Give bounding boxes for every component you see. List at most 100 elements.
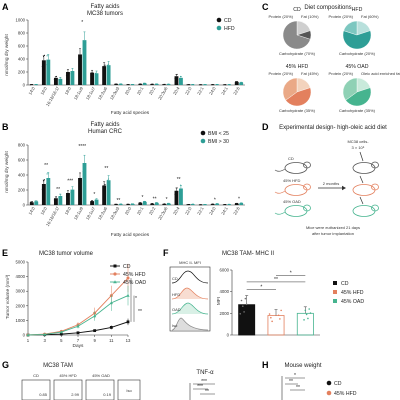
data-point [66, 74, 68, 76]
data-point [55, 196, 58, 198]
data-point [201, 204, 203, 206]
x-tick-label-20-1: 20:1 [136, 205, 145, 215]
data-point [189, 204, 191, 206]
data-point [202, 204, 205, 206]
pie-label-protein: Protein (20%) [329, 14, 354, 19]
data-point [202, 84, 205, 86]
bar-bmi-25-18-1-9 [78, 178, 82, 205]
data-point [90, 200, 92, 202]
x-tick-label-20-3-6: 20:3ω6 [157, 85, 169, 100]
data-point [176, 187, 178, 189]
data-point [78, 60, 80, 62]
data-point [42, 187, 44, 189]
data-point [228, 203, 231, 206]
data-point [138, 83, 140, 85]
mouse-hfd-left [274, 183, 311, 196]
data-point [46, 182, 48, 184]
data-point [108, 63, 110, 65]
data-point [239, 312, 242, 315]
time-arrow-head [342, 185, 346, 191]
data-point [224, 204, 226, 206]
point-45-oad [43, 332, 47, 336]
data-point [114, 203, 116, 205]
data-point [35, 200, 37, 202]
y-tick-label: 400 [18, 57, 26, 62]
y-tick-label: 6000 [219, 268, 229, 273]
bar-bmi-25-20-4 [174, 190, 179, 205]
bar-bmi-25-14-0 [29, 202, 34, 205]
data-point [80, 56, 82, 59]
panel-b-title-line1: Fatty acids [90, 122, 119, 128]
data-point [240, 202, 242, 204]
data-point [83, 46, 85, 48]
data-point [235, 203, 237, 205]
data-point [212, 84, 214, 86]
data-point [211, 203, 213, 205]
legend-label-oad: 45% OAD [123, 280, 146, 286]
pie-slice-45-hfd-1 [285, 87, 312, 107]
flow-label-cd: CD [33, 373, 39, 378]
data-point [36, 84, 38, 86]
data-point [85, 41, 87, 43]
panel-g-flow-plots: CD 0.85 45% HFD 2.99 45% OAD 0.19 Iso [21, 373, 141, 400]
data-point [180, 75, 182, 77]
histogram-label-hfd: HFD [172, 292, 180, 297]
data-point [164, 83, 166, 85]
data-point [179, 78, 181, 80]
bar-hfd-18-0 [70, 71, 75, 85]
pie-label-fat: Oleic acid enriched fat (45%) [361, 71, 400, 76]
data-point [109, 180, 111, 183]
data-point [82, 170, 84, 172]
x-tick-label: 7 [77, 338, 80, 343]
x-tick-label-18-1-9: 18:1ω9 [73, 85, 85, 100]
pie-label-carb: Carbohydrate (35%) [339, 108, 376, 113]
data-point [108, 178, 110, 180]
data-point [108, 66, 110, 68]
data-point [216, 203, 218, 205]
data-point [47, 54, 49, 56]
data-point [67, 73, 69, 75]
data-point [116, 203, 118, 205]
data-point [180, 192, 183, 194]
legend-label-hfd: 45% HFD [123, 272, 146, 278]
data-point [189, 84, 191, 86]
data-point [167, 83, 169, 85]
bar-hfd-18-1-7 [94, 73, 99, 85]
data-point [168, 202, 170, 204]
significance-mark: * [290, 270, 292, 276]
x-tick-label-22-6: 22:6 [232, 205, 241, 215]
data-point [228, 84, 231, 86]
significance-mark: * [238, 197, 240, 203]
panel-f: F MC38 TAM- MHC II MHC II- MFI CD HFD OA… [163, 248, 364, 338]
data-point [216, 84, 218, 86]
svg-text:**: ** [296, 385, 300, 391]
pie-label-protein: Protein (20%) [329, 71, 354, 76]
pie-slice-hfd-1 [342, 30, 372, 50]
data-point [162, 84, 164, 86]
data-point [229, 203, 231, 206]
significance-mark: ** [116, 198, 120, 204]
data-point [239, 202, 241, 204]
point-45-oad [126, 293, 130, 297]
panel-a-xlabel: Fatty acid species [111, 110, 150, 116]
pie-title-45-hfd: 45% HFD [286, 64, 309, 70]
data-point [167, 202, 169, 204]
legend-label-bmi-high: BMI > 30 [208, 139, 229, 145]
data-point [180, 79, 183, 81]
data-point [140, 202, 142, 204]
legend-label-hfd: HFD [224, 26, 235, 32]
data-point [303, 319, 305, 321]
data-point [82, 48, 84, 50]
data-point [121, 203, 123, 205]
significance-mark: **** [78, 144, 86, 150]
data-point [79, 58, 81, 60]
significance-mark: ** [274, 277, 278, 283]
data-point [190, 203, 192, 206]
y-tick-label: 0 [23, 333, 26, 338]
data-point [180, 184, 182, 186]
bar-hfd-18-2-6 [106, 65, 111, 85]
data-point [60, 79, 62, 81]
x-tick-label-20-1: 20:1 [136, 85, 145, 95]
data-point [78, 55, 80, 57]
data-point [84, 166, 86, 168]
